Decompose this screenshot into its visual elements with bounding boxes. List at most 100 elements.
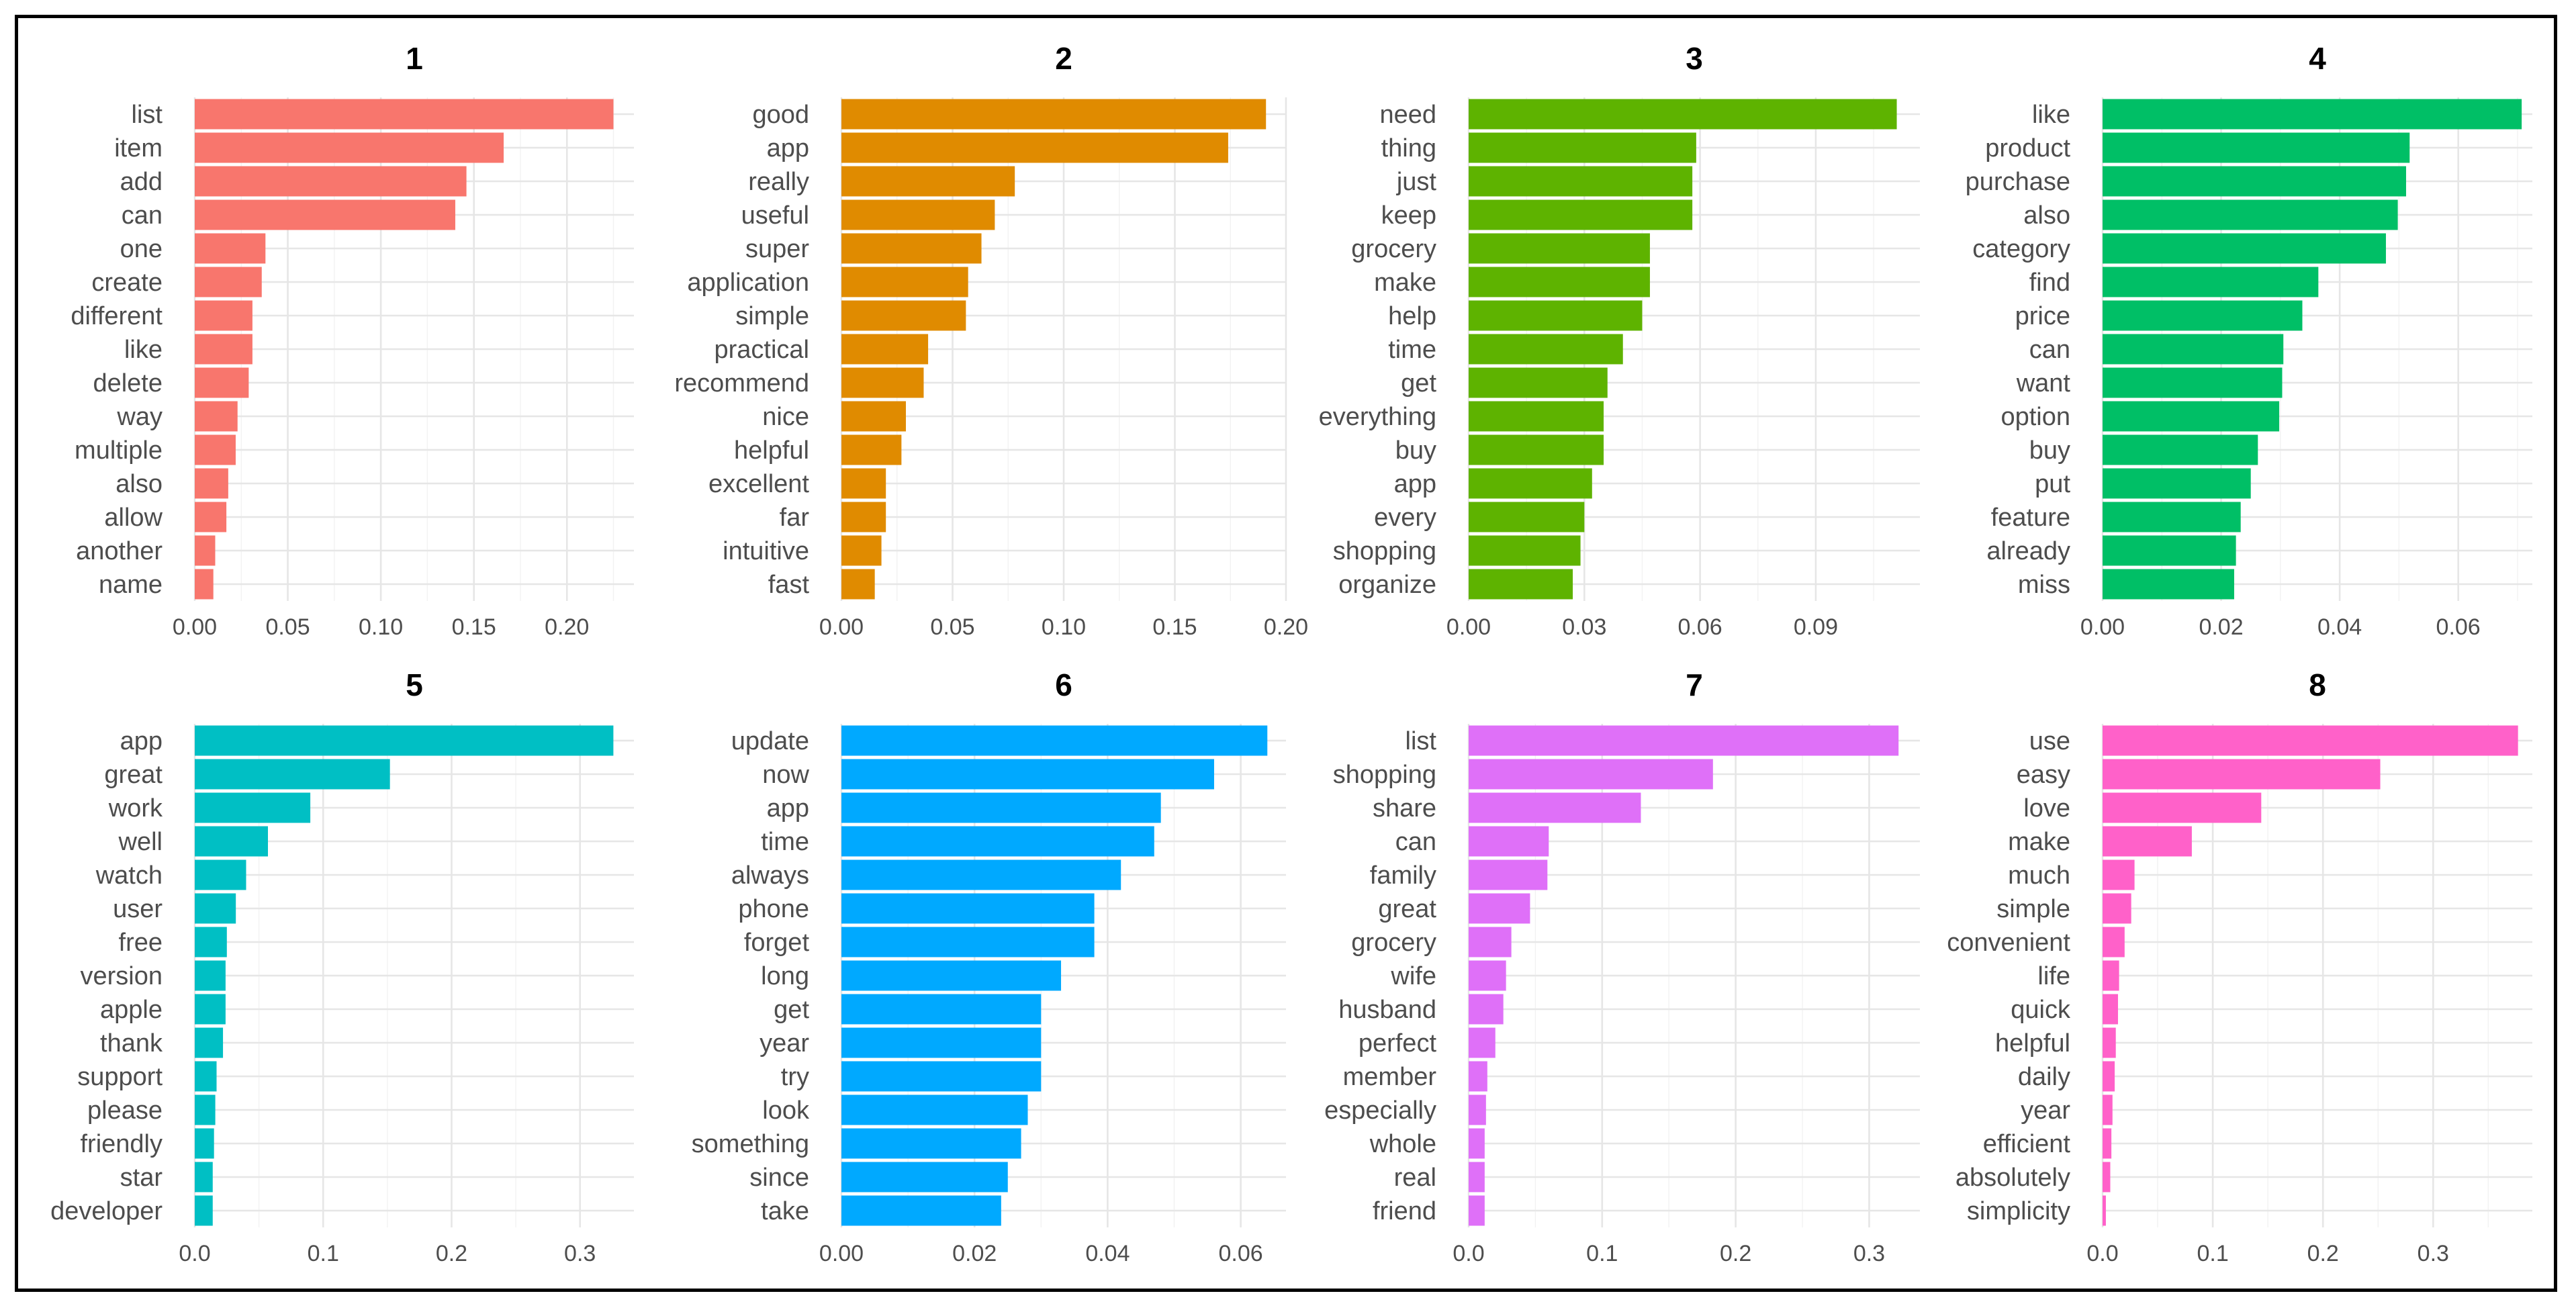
bar-create bbox=[195, 267, 262, 297]
panel-8: use easy love make much simple convenient life q… bbox=[1947, 667, 2532, 1266]
x-tick-label: 0.1 bbox=[2197, 1241, 2228, 1266]
panel-title: 5 bbox=[406, 667, 423, 702]
bar-find bbox=[2103, 267, 2319, 297]
category-label: simple bbox=[1996, 895, 2070, 923]
category-label: well bbox=[118, 828, 163, 856]
x-tick-label: 0.10 bbox=[1042, 614, 1086, 640]
bar-try bbox=[841, 1061, 1042, 1092]
bar-app bbox=[841, 132, 1228, 163]
bar-category bbox=[2103, 233, 2386, 264]
category-label: user bbox=[113, 895, 163, 923]
x-tick-label: 0.10 bbox=[359, 614, 403, 640]
bar-list bbox=[1469, 725, 1899, 756]
bar-support bbox=[195, 1061, 217, 1092]
x-tick-label: 0.05 bbox=[265, 614, 310, 640]
panel-title: 7 bbox=[1686, 667, 1703, 702]
x-tick-label: 0.15 bbox=[452, 614, 496, 640]
bar-want bbox=[2103, 367, 2283, 398]
bar-star bbox=[195, 1162, 213, 1192]
category-label: far bbox=[780, 504, 810, 532]
bar-feature bbox=[2103, 502, 2241, 532]
x-tick-label: 0.00 bbox=[2080, 614, 2125, 640]
category-label: always bbox=[731, 861, 809, 890]
category-label: can bbox=[2029, 336, 2070, 364]
x-tick-label: 0.00 bbox=[1446, 614, 1491, 640]
panel-title: 4 bbox=[2309, 41, 2326, 76]
category-label: create bbox=[91, 269, 163, 297]
category-label: keep bbox=[1381, 201, 1436, 230]
category-label: price bbox=[2015, 302, 2070, 330]
x-tick-label: 0.3 bbox=[1853, 1241, 1885, 1266]
category-label: free bbox=[119, 929, 163, 957]
bar-phone bbox=[841, 893, 1095, 924]
bar-buy bbox=[1469, 434, 1604, 465]
bar-perfect bbox=[1469, 1027, 1496, 1058]
category-label: grocery bbox=[1351, 235, 1436, 263]
bar-shopping bbox=[1469, 535, 1581, 566]
bar-get bbox=[841, 994, 1042, 1025]
category-label: helpful bbox=[734, 436, 809, 465]
category-label: really bbox=[748, 168, 809, 196]
x-tick-label: 0.15 bbox=[1152, 614, 1197, 640]
bar-purchase bbox=[2103, 166, 2406, 197]
category-label: year bbox=[2021, 1096, 2070, 1125]
bar-useful bbox=[841, 199, 995, 230]
bar-quick bbox=[2103, 994, 2118, 1025]
category-label: efficient bbox=[1983, 1130, 2071, 1158]
x-tick-label: 0.02 bbox=[2199, 614, 2243, 640]
bar-free bbox=[195, 927, 227, 957]
bar-much bbox=[2103, 859, 2135, 890]
bar-different bbox=[195, 300, 252, 331]
bar-convenient bbox=[2103, 927, 2125, 957]
bar-whole bbox=[1469, 1128, 1485, 1159]
category-label: get bbox=[1401, 369, 1436, 397]
panel-title: 8 bbox=[2309, 667, 2326, 702]
category-label: make bbox=[1374, 269, 1436, 297]
bar-miss bbox=[2103, 569, 2234, 600]
category-label: real bbox=[1394, 1164, 1436, 1192]
bar-every bbox=[1469, 502, 1585, 532]
bar-another bbox=[195, 535, 216, 566]
bar-already bbox=[2103, 535, 2236, 566]
category-label: try bbox=[781, 1063, 809, 1091]
bar-helpful bbox=[2103, 1027, 2116, 1058]
category-label: already bbox=[1986, 537, 2070, 565]
category-label: daily bbox=[2018, 1063, 2070, 1091]
x-tick-label: 0.02 bbox=[952, 1241, 997, 1266]
bar-way bbox=[195, 401, 238, 432]
bar-also bbox=[2103, 199, 2398, 230]
category-label: one bbox=[120, 235, 163, 263]
category-label: useful bbox=[741, 201, 809, 230]
bar-husband bbox=[1469, 994, 1504, 1025]
panel-5: app great work well watch user free version appl… bbox=[50, 667, 634, 1266]
category-label: quick bbox=[2011, 996, 2071, 1024]
bar-practical bbox=[841, 334, 929, 365]
x-tick-label: 0.20 bbox=[545, 614, 589, 640]
bar-put bbox=[2103, 468, 2251, 499]
bar-one bbox=[195, 233, 266, 264]
bar-helpful bbox=[841, 434, 902, 465]
bar-like bbox=[2103, 99, 2522, 130]
category-label: great bbox=[104, 761, 163, 789]
category-label: look bbox=[762, 1096, 810, 1125]
category-label: just bbox=[1396, 168, 1437, 196]
category-label: simplicity bbox=[1967, 1197, 2070, 1225]
category-label: miss bbox=[2018, 571, 2070, 599]
bar-intuitive bbox=[841, 535, 882, 566]
bar-price bbox=[2103, 300, 2303, 331]
category-label: put bbox=[2035, 470, 2070, 498]
category-label: update bbox=[731, 727, 809, 755]
bar-buy bbox=[2103, 434, 2258, 465]
category-label: need bbox=[1379, 101, 1436, 129]
category-label: another bbox=[76, 537, 163, 565]
panel-2: good app really useful super application simpl… bbox=[674, 41, 1308, 640]
bar-can bbox=[2103, 334, 2284, 365]
figure-frame: list item add can one create different like dele… bbox=[15, 15, 2557, 1292]
panel-3: need thing just keep grocery make help time get e… bbox=[1319, 41, 1920, 640]
bar-get bbox=[1469, 367, 1608, 398]
category-label: time bbox=[761, 828, 809, 856]
bar-version bbox=[195, 960, 226, 991]
category-label: easy bbox=[2017, 761, 2070, 789]
category-label: every bbox=[1374, 504, 1436, 532]
bar-recommend bbox=[841, 367, 924, 398]
